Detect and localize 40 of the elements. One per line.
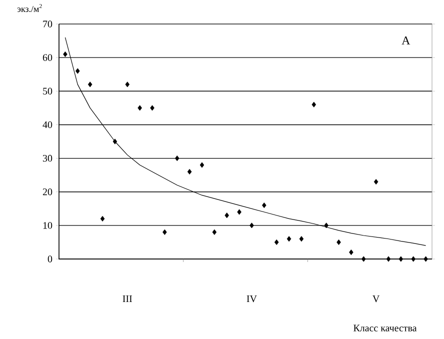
y-tick-label: 50 [43, 88, 52, 95]
point [150, 105, 154, 111]
point [424, 256, 428, 262]
y-tick-label: 60 [42, 54, 52, 61]
point [162, 229, 167, 235]
point [361, 256, 366, 262]
point [374, 179, 378, 185]
point [112, 138, 118, 144]
point [250, 222, 254, 228]
point [237, 209, 242, 215]
y-tick-label: 20 [42, 188, 52, 196]
y-tick-label: 70 [43, 20, 52, 28]
annotation: А [402, 36, 410, 44]
point [286, 236, 292, 242]
point [324, 222, 328, 228]
point [274, 239, 279, 246]
point [398, 256, 404, 262]
y-tick-label: 10 [43, 222, 52, 229]
x-tick-label: III [122, 296, 132, 302]
y-tick-label: 0 [48, 256, 52, 262]
point [299, 236, 304, 242]
point [224, 212, 229, 218]
point [200, 162, 204, 168]
y-axis-title: экз./м$^{2}$ [17, 4, 42, 12]
point [411, 256, 416, 262]
point [88, 82, 92, 88]
point [312, 102, 316, 108]
point [386, 256, 391, 262]
point [76, 68, 80, 74]
point [174, 156, 180, 162]
point [187, 168, 192, 175]
x-axis-title: Класс качества [354, 324, 417, 332]
point [125, 82, 130, 88]
point [100, 216, 105, 222]
y-tick-label: 40 [42, 121, 52, 128]
x-tick-label: IV [246, 296, 257, 302]
x-tick-label: V [372, 296, 380, 302]
point [212, 229, 217, 235]
point [138, 105, 142, 111]
y-tick-label: 30 [43, 154, 52, 162]
